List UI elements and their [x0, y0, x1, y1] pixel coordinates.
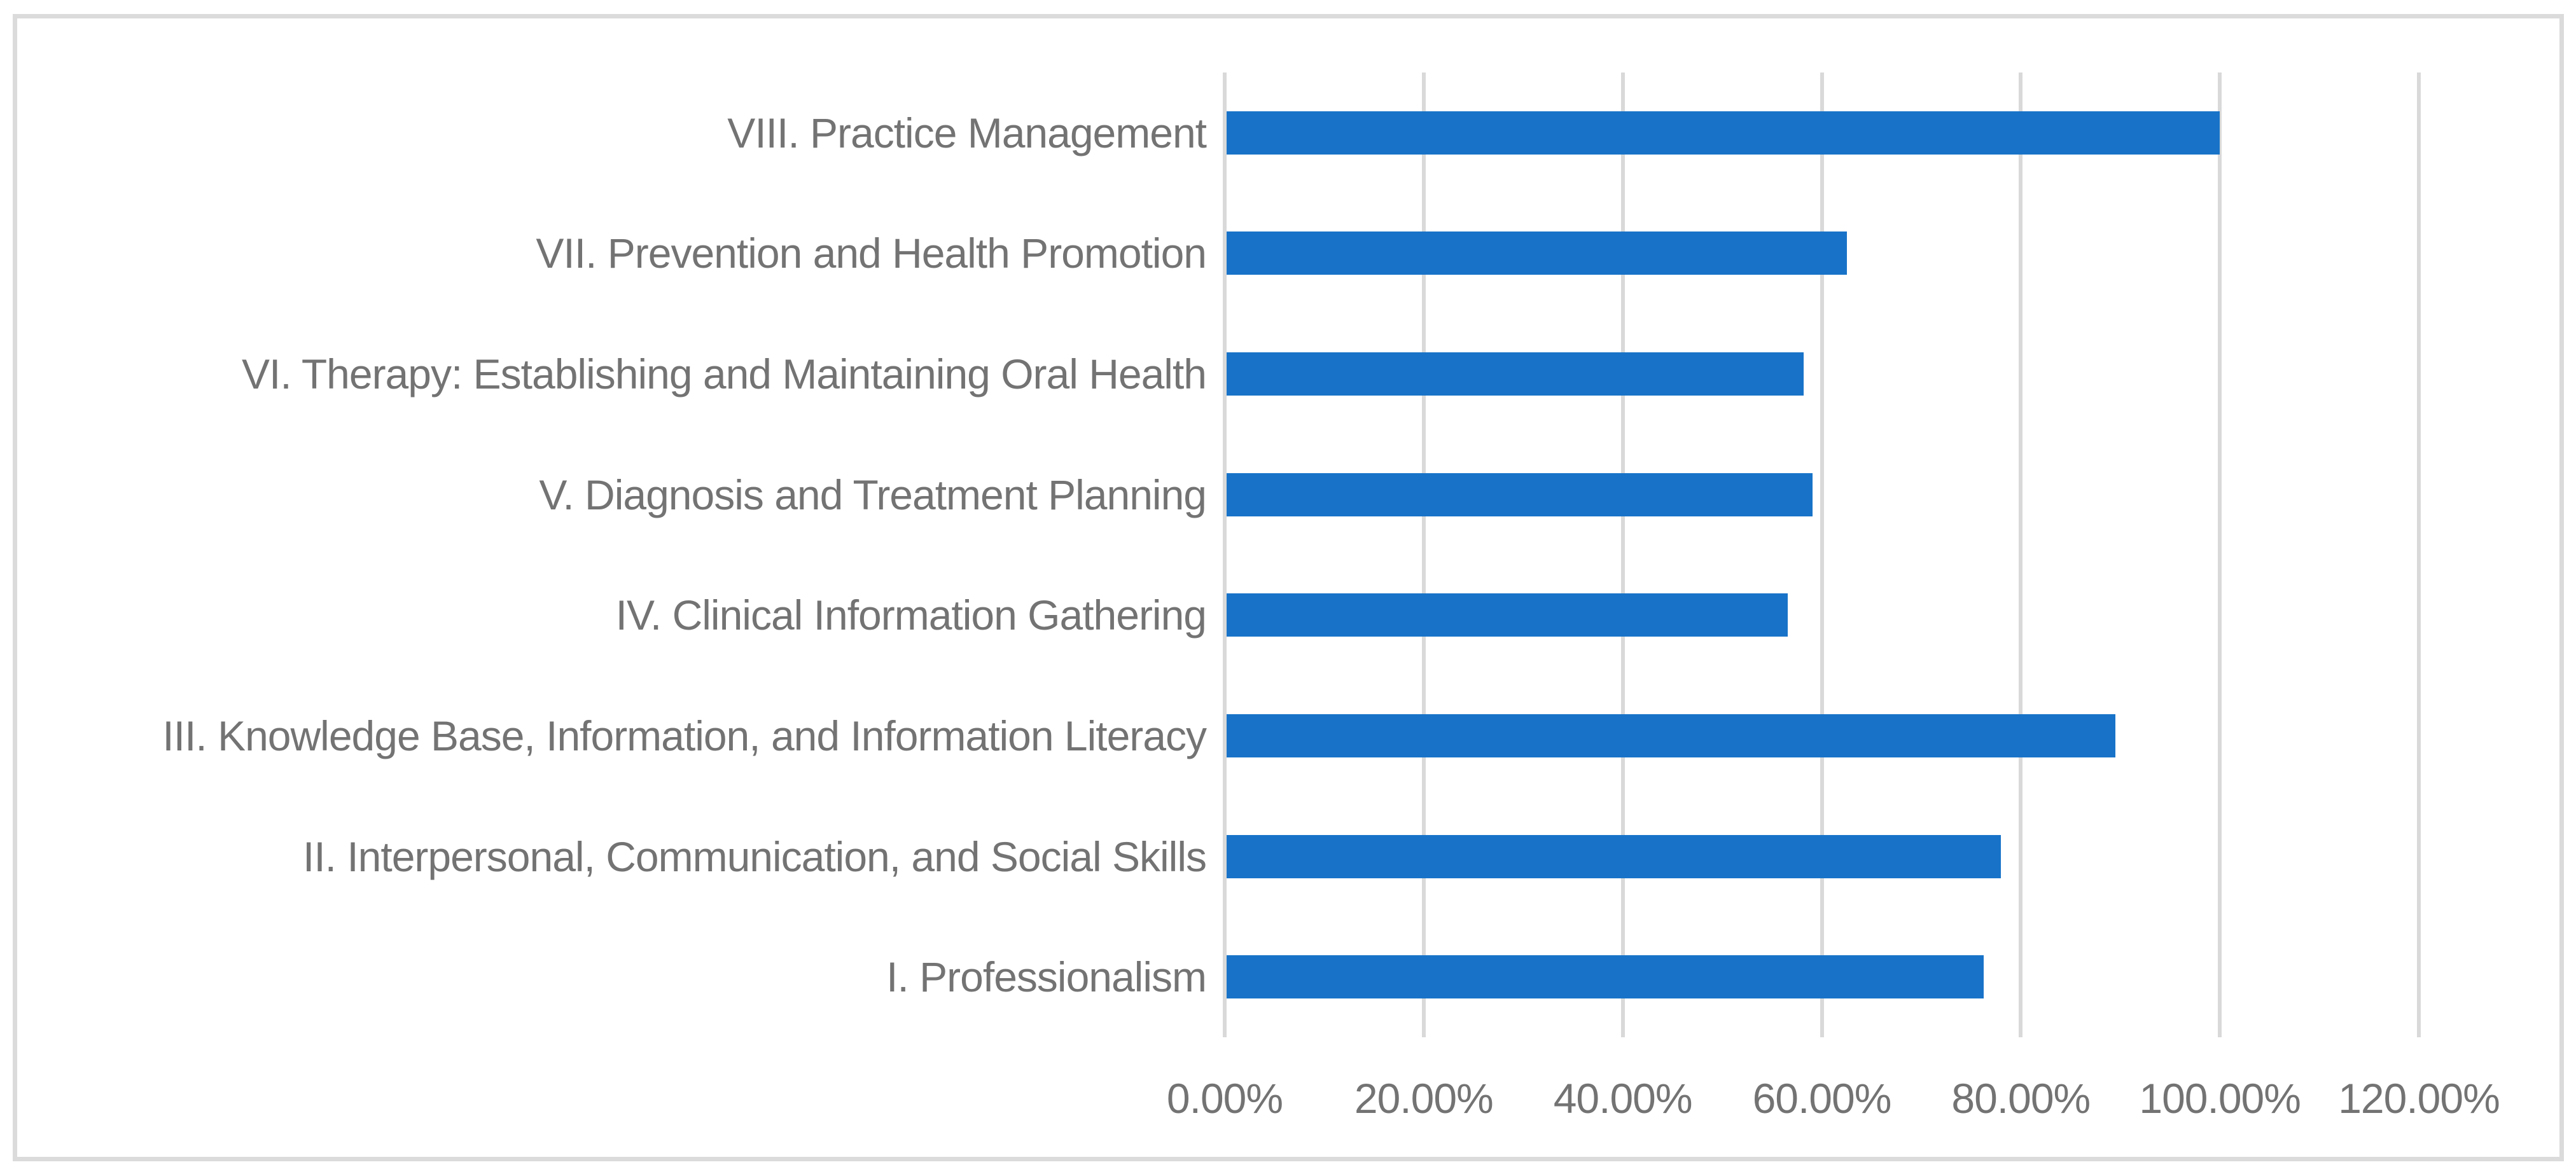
plot-area: [1223, 73, 2421, 1037]
category-label: IV. Clinical Information Gathering: [615, 591, 1207, 639]
bar-5: [1227, 593, 1788, 637]
category-label: V. Diagnosis and Treatment Planning: [539, 471, 1207, 518]
x-tick-label: 100.00%: [2139, 1075, 2301, 1122]
bar-2: [1227, 231, 1847, 275]
x-tick-label: 60.00%: [1752, 1075, 1892, 1122]
bar-6: [1227, 714, 2115, 757]
gridline-0: [1223, 73, 1227, 1037]
category-axis-labels: VIII. Practice Management VII. Prevention…: [25, 73, 1207, 1037]
bar-7: [1227, 834, 2002, 878]
category-label: II. Interpersonal, Communication, and So…: [302, 832, 1207, 880]
gridline-60: [1820, 73, 1824, 1037]
chart-frame-border: [13, 14, 2564, 1161]
bar-4: [1227, 473, 1813, 516]
category-label: III. Knowledge Base, Information, and In…: [162, 712, 1207, 759]
category-label: VI. Therapy: Establishing and Maintainin…: [242, 350, 1207, 398]
x-tick-label: 120.00%: [2338, 1075, 2500, 1122]
gridline-20: [1421, 73, 1426, 1037]
category-label: VII. Prevention and Health Promotion: [536, 230, 1207, 277]
gridline-120: [2417, 73, 2421, 1037]
category-label: I. Professionalism: [886, 953, 1207, 1001]
bar-1: [1227, 111, 2220, 155]
gridline-80: [2019, 73, 2023, 1037]
category-label: VIII. Practice Management: [727, 109, 1207, 156]
x-tick-label: 80.00%: [1951, 1075, 2091, 1122]
x-tick-label: 40.00%: [1553, 1075, 1693, 1122]
gridline-100: [2218, 73, 2222, 1037]
value-axis-labels: 0.00% 20.00% 40.00% 60.00% 80.00% 100.00% 120.…: [1167, 1075, 2500, 1145]
bar-3: [1227, 352, 1804, 396]
bar-8: [1227, 955, 1984, 999]
x-tick-label: 20.00%: [1354, 1075, 1494, 1122]
gridline-40: [1620, 73, 1625, 1037]
x-tick-label: 0.00%: [1166, 1075, 1283, 1122]
